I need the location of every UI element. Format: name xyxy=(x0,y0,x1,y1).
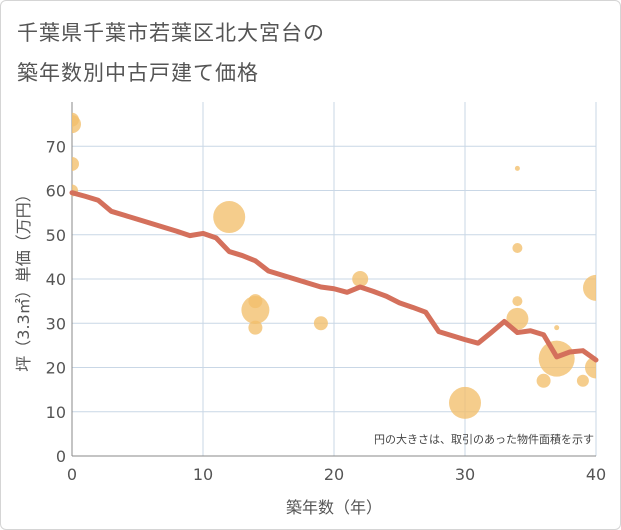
bubble-point xyxy=(536,373,551,388)
bubble-point xyxy=(514,165,520,171)
x-tick-label: 0 xyxy=(67,465,77,484)
bubble-point xyxy=(585,356,596,379)
y-tick-label: 70 xyxy=(46,137,66,156)
bubble-point xyxy=(72,156,79,171)
bubble-point xyxy=(583,274,596,301)
y-axis-title: 坪（3.3㎡）単価（万円） xyxy=(14,186,33,371)
bubble-point xyxy=(213,201,246,234)
y-tick-label: 30 xyxy=(46,314,66,333)
y-tick-label: 40 xyxy=(46,270,66,289)
bubble-point xyxy=(241,295,270,324)
x-axis-title: 築年数（年） xyxy=(286,498,382,517)
bubble-point xyxy=(449,386,481,419)
bubble-point xyxy=(506,307,529,330)
x-tick-label: 40 xyxy=(586,465,606,484)
x-tick-label: 10 xyxy=(193,465,213,484)
bubble-point xyxy=(313,316,328,331)
x-tick-label: 20 xyxy=(324,465,344,484)
trend-line xyxy=(69,190,599,363)
size-note: 円の大きさは、取引のあった物件面積を示す xyxy=(374,432,594,446)
x-tick-label: 30 xyxy=(455,465,475,484)
bubble-point xyxy=(512,296,523,307)
bubble-point xyxy=(554,325,560,331)
y-tick-label: 0 xyxy=(56,447,66,466)
bubble-point xyxy=(512,243,523,254)
chart-title-line-2: 築年数別中古戸建て価格 xyxy=(17,61,259,85)
chart-title-line-1: 千葉県千葉市若葉区北大宮台の xyxy=(17,21,325,45)
y-tick-label: 50 xyxy=(46,226,66,245)
y-tick-label: 10 xyxy=(46,403,66,422)
bubble-point xyxy=(576,374,589,387)
bubble-point xyxy=(248,320,263,335)
bubble-group xyxy=(72,112,596,419)
y-tick-label: 20 xyxy=(46,359,66,378)
bubble-point xyxy=(352,271,369,287)
bubble-point xyxy=(72,115,81,134)
y-tick-label: 60 xyxy=(46,182,66,201)
